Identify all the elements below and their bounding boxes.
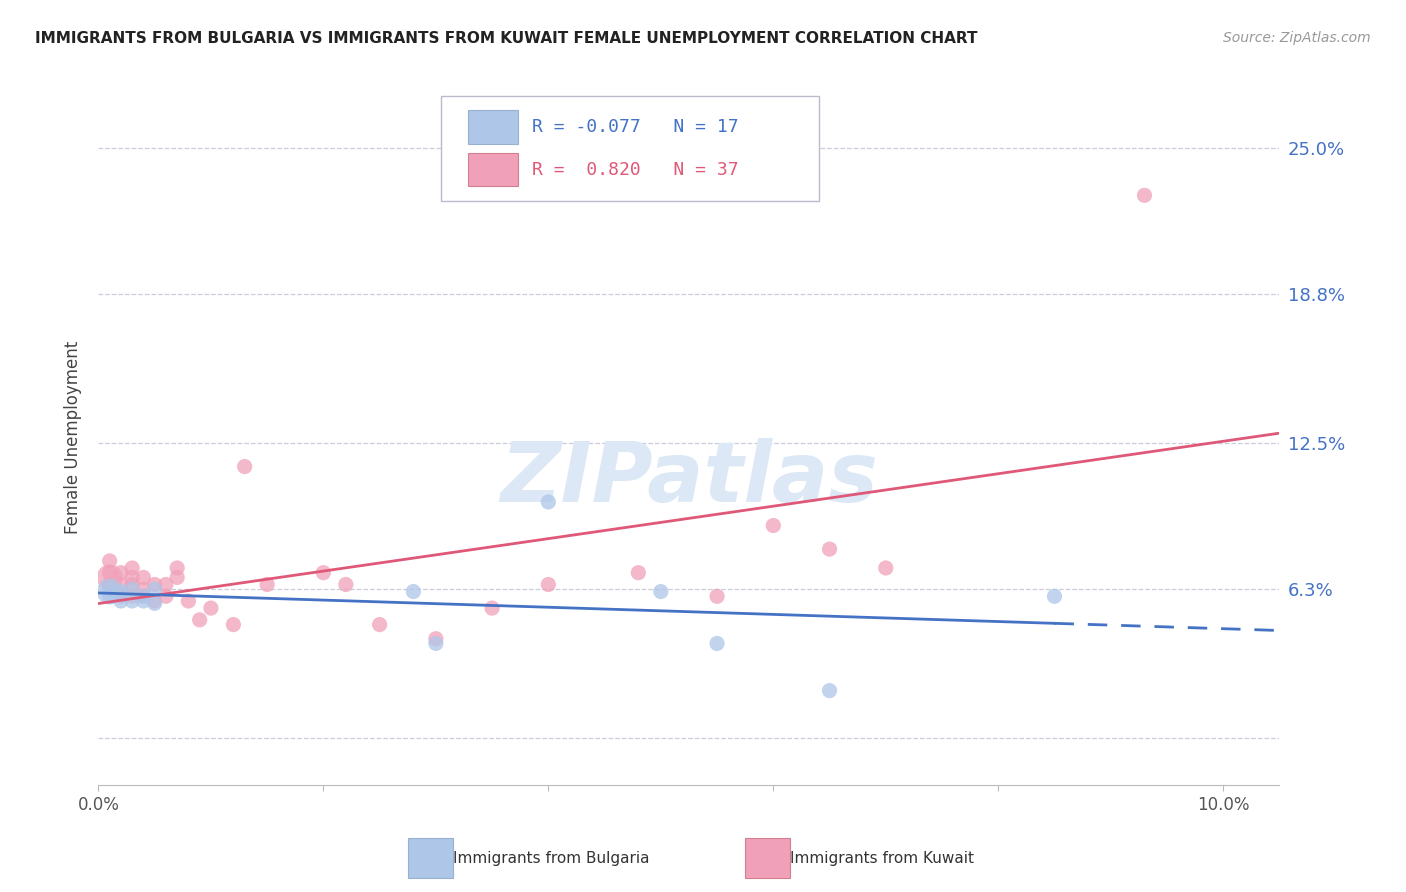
Point <box>425 632 447 646</box>
Point <box>110 577 132 591</box>
Point <box>121 570 143 584</box>
Point <box>233 459 256 474</box>
Text: Immigrants from Bulgaria: Immigrants from Bulgaria <box>453 851 650 865</box>
Point <box>256 577 278 591</box>
Point <box>132 589 155 603</box>
Point <box>143 582 166 597</box>
Point <box>110 589 132 603</box>
Point <box>706 636 728 650</box>
Text: Immigrants from Kuwait: Immigrants from Kuwait <box>790 851 974 865</box>
Point <box>188 613 211 627</box>
Point <box>121 594 143 608</box>
Point <box>537 577 560 591</box>
Point <box>121 589 143 603</box>
Text: Source: ZipAtlas.com: Source: ZipAtlas.com <box>1223 31 1371 45</box>
Point <box>335 577 357 591</box>
Point <box>627 566 650 580</box>
Point <box>132 594 155 608</box>
Point <box>98 589 121 603</box>
Point <box>312 566 335 580</box>
Point <box>481 601 503 615</box>
Point <box>132 570 155 584</box>
Point <box>368 617 391 632</box>
Point <box>155 589 177 603</box>
Point <box>98 584 121 599</box>
Point <box>110 584 132 599</box>
Point <box>875 561 897 575</box>
Point <box>1043 589 1066 603</box>
Point <box>98 566 121 580</box>
Point <box>200 601 222 615</box>
Point <box>537 495 560 509</box>
Point <box>143 594 166 608</box>
Point <box>98 582 121 597</box>
Point <box>166 570 188 584</box>
Point <box>818 542 841 557</box>
Point <box>706 589 728 603</box>
Point <box>818 683 841 698</box>
Point <box>222 617 245 632</box>
Point <box>132 589 155 603</box>
Point <box>121 582 143 597</box>
Y-axis label: Female Unemployment: Female Unemployment <box>65 341 83 533</box>
Point <box>166 561 188 575</box>
Text: R =  0.820   N = 37: R = 0.820 N = 37 <box>531 161 738 178</box>
FancyBboxPatch shape <box>441 96 818 201</box>
Point <box>98 570 121 584</box>
Point <box>143 596 166 610</box>
Text: R = -0.077   N = 17: R = -0.077 N = 17 <box>531 118 738 136</box>
Point <box>177 594 200 608</box>
Bar <box>468 111 517 144</box>
Point <box>132 582 155 597</box>
Point <box>98 554 121 568</box>
Point <box>762 518 785 533</box>
Point <box>155 577 177 591</box>
Point <box>98 577 121 591</box>
Point <box>425 636 447 650</box>
Point <box>650 584 672 599</box>
Point <box>110 566 132 580</box>
Point <box>121 561 143 575</box>
Text: ZIPatlas: ZIPatlas <box>501 438 877 519</box>
Text: IMMIGRANTS FROM BULGARIA VS IMMIGRANTS FROM KUWAIT FEMALE UNEMPLOYMENT CORRELATI: IMMIGRANTS FROM BULGARIA VS IMMIGRANTS F… <box>35 31 977 46</box>
Point <box>1133 188 1156 202</box>
Point <box>110 594 132 608</box>
Point <box>143 577 166 591</box>
Point <box>402 584 425 599</box>
Bar <box>468 153 517 186</box>
Point <box>121 577 143 591</box>
